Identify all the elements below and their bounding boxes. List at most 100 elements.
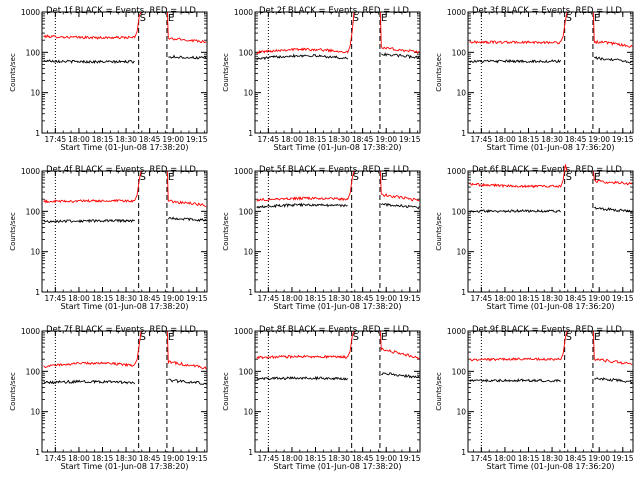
y-tick-label: 10	[30, 89, 40, 98]
x-tick-label: 19:00	[375, 454, 397, 463]
series-trace-after-gap	[594, 206, 633, 213]
x-tick-label: 18:45	[139, 454, 161, 463]
x-tick-label: 18:00	[68, 294, 90, 303]
series-trace-before-gap	[256, 202, 348, 209]
series-trace-before-gap	[469, 164, 568, 189]
series-trace-after-gap	[166, 171, 207, 208]
panel-title: Det 1f BLACK = Events, RED = LLD	[46, 6, 196, 16]
x-tick-label: 17:45	[471, 294, 493, 303]
x-tick-label: 18:45	[139, 135, 161, 144]
x-axis-label: Start Time (01-Jun-08 17:38:20)	[61, 462, 189, 471]
x-tick-label: 18:30	[328, 454, 350, 463]
plot-frame	[254, 11, 421, 134]
series-trace-after-gap	[592, 12, 633, 48]
marker-label: E	[594, 13, 600, 24]
marker-label: E	[381, 13, 387, 24]
x-tick-label: 19:00	[588, 454, 610, 463]
y-tick-label: 1000	[447, 8, 466, 17]
x-tick-label: 18:15	[305, 294, 327, 303]
x-tick-label: 19:15	[186, 294, 208, 303]
y-tick-label: 100	[452, 367, 467, 376]
x-tick-label: 17:45	[258, 135, 280, 144]
x-tick-label: 18:15	[305, 135, 327, 144]
series-trace-after-gap	[593, 56, 633, 64]
marker-label: S	[566, 13, 572, 24]
series-trace-before-gap	[469, 59, 562, 64]
x-tick-label: 18:15	[518, 454, 540, 463]
y-tick-label: 100	[452, 48, 467, 57]
plot-frame	[41, 330, 208, 453]
y-tick-label: 1000	[447, 167, 466, 176]
x-tick-label: 19:15	[399, 135, 421, 144]
x-tick-label: 19:00	[588, 294, 610, 303]
marker-label: E	[594, 172, 600, 183]
x-tick-label: 18:45	[352, 135, 374, 144]
plot-frame	[467, 11, 634, 134]
y-tick-label: 1000	[234, 8, 253, 17]
y-tick-label: 10	[30, 408, 40, 417]
series-trace-before-gap	[256, 331, 355, 360]
marker-label: E	[381, 172, 387, 183]
x-tick-label: 19:00	[375, 135, 397, 144]
y-axis-label: Counts/sec	[435, 53, 443, 92]
panel-title: Det 4f BLACK = Events, RED = LLD	[46, 165, 196, 175]
x-tick-label: 17:45	[258, 294, 280, 303]
series-trace-after-gap	[379, 12, 420, 54]
x-axis-label: Start Time (01-Jun-08 17:36:20)	[487, 143, 615, 152]
x-tick-label: 18:00	[494, 135, 516, 144]
y-tick-label: 1000	[234, 167, 253, 176]
x-tick-label: 18:30	[328, 135, 350, 144]
series-trace-before-gap	[256, 12, 355, 55]
detector-panel: Det 1f BLACK = Events, RED = LLD Counts/s…	[9, 6, 208, 152]
marker-label: S	[353, 172, 359, 183]
x-tick-label: 18:45	[139, 294, 161, 303]
x-tick-label: 18:00	[494, 294, 516, 303]
y-tick-label: 100	[26, 48, 41, 57]
x-tick-label: 19:15	[186, 454, 208, 463]
y-tick-label: 100	[239, 207, 254, 216]
x-tick-label: 17:45	[45, 135, 67, 144]
y-tick-label: 10	[456, 408, 466, 417]
x-tick-label: 18:30	[541, 294, 563, 303]
marker-label: S	[353, 13, 359, 24]
y-tick-label: 1000	[447, 327, 466, 336]
y-axis-label: Counts/sec	[222, 212, 230, 251]
marker-label: E	[594, 332, 600, 343]
x-tick-label: 19:00	[162, 454, 184, 463]
x-tick-label: 18:15	[305, 454, 327, 463]
y-tick-label: 100	[239, 48, 254, 57]
x-tick-label: 18:45	[565, 454, 587, 463]
x-tick-label: 18:30	[541, 135, 563, 144]
y-tick-label: 10	[456, 248, 466, 257]
y-tick-label: 1	[35, 448, 40, 457]
x-tick-label: 19:15	[612, 135, 634, 144]
plot-frame	[467, 170, 634, 293]
marker-label: S	[140, 13, 146, 24]
x-axis-label: Start Time (01-Jun-08 17:38:20)	[274, 302, 402, 311]
x-axis-label: Start Time (01-Jun-08 17:38:20)	[61, 302, 189, 311]
x-tick-label: 17:45	[471, 454, 493, 463]
detector-panel: Det 5f BLACK = Events, RED = LLD Counts/s…	[222, 165, 421, 311]
marker-label: S	[140, 172, 146, 183]
series-trace-before-gap	[469, 12, 568, 45]
x-tick-label: 18:00	[281, 294, 303, 303]
marker-label: E	[168, 172, 174, 183]
marker-label: S	[140, 332, 146, 343]
y-tick-label: 1	[248, 288, 253, 297]
series-trace-after-gap	[166, 331, 207, 370]
plot-frame	[254, 330, 421, 453]
detector-panel: Det 4f BLACK = Events, RED = LLD Counts/s…	[9, 165, 208, 311]
x-axis-label: Start Time (01-Jun-08 17:38:20)	[61, 143, 189, 152]
series-trace-before-gap	[43, 379, 136, 385]
series-trace-before-gap	[43, 171, 142, 204]
x-axis-label: Start Time (01-Jun-08 17:38:20)	[274, 462, 402, 471]
y-tick-label: 1000	[234, 327, 253, 336]
panel-title: Det 2f BLACK = Events, RED = LLD	[259, 6, 409, 16]
y-axis-label: Counts/sec	[222, 53, 230, 92]
x-tick-label: 18:30	[328, 294, 350, 303]
series-trace-before-gap	[256, 375, 349, 381]
series-trace-before-gap	[256, 171, 355, 202]
x-tick-label: 18:15	[518, 294, 540, 303]
y-axis-label: Counts/sec	[9, 53, 17, 92]
marker-label: S	[566, 332, 572, 343]
